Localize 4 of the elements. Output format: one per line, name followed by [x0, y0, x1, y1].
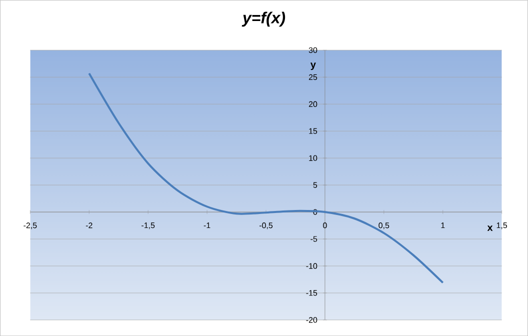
- x-axis-title: x: [487, 226, 493, 231]
- line-series: [88, 72, 444, 284]
- chart-title: y=f(x): [242, 12, 286, 27]
- y-axis-title: y: [310, 62, 316, 70]
